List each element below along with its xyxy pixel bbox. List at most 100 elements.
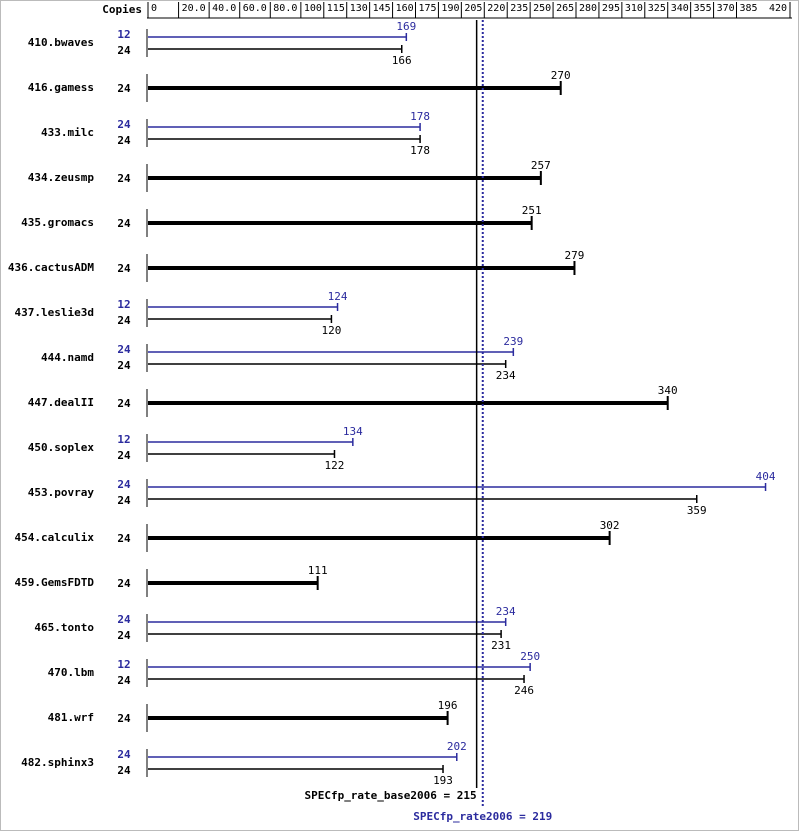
x-tick-label: 130: [350, 3, 368, 14]
copies-label: 24: [117, 674, 131, 687]
benchmark-label: 454.calculix: [15, 531, 95, 544]
value-label: 122: [325, 459, 345, 472]
x-tick-label: 310: [625, 3, 643, 14]
value-label: 166: [392, 54, 412, 67]
value-label: 251: [522, 204, 542, 217]
value-label: 270: [551, 69, 571, 82]
benchmark-label: 450.soplex: [28, 441, 95, 454]
x-tick-label: 220: [487, 3, 505, 14]
x-tick-label: 115: [327, 3, 345, 14]
bar: [148, 716, 448, 720]
copies-label: 24: [117, 712, 131, 725]
value-label: 178: [410, 110, 430, 123]
copies-label: 24: [117, 629, 131, 642]
benchmark-label: 434.zeusmp: [28, 171, 95, 184]
copies-label: 24: [117, 217, 131, 230]
value-label: 359: [687, 504, 707, 517]
value-label: 234: [496, 605, 516, 618]
x-tick-label: 80.0: [273, 3, 297, 14]
x-tick-label: 385: [740, 3, 758, 14]
x-tick-label: 0: [151, 3, 157, 14]
value-label: 202: [447, 740, 467, 753]
copies-label: 24: [117, 82, 131, 95]
value-label: 124: [328, 290, 348, 303]
copies-label: 24: [117, 314, 131, 327]
value-label: 111: [308, 564, 328, 577]
copies-label: 12: [117, 28, 130, 41]
benchmark-label: 444.namd: [41, 351, 94, 364]
value-label: 250: [520, 650, 540, 663]
copies-label: 24: [117, 532, 131, 545]
copies-label: 24: [117, 478, 131, 491]
value-label: 246: [514, 684, 534, 697]
copies-label: 24: [117, 134, 131, 147]
copies-label: 24: [117, 764, 131, 777]
x-tick-label: 40.0: [212, 3, 236, 14]
x-tick-label: 420: [769, 3, 787, 14]
x-tick-label: 325: [648, 3, 666, 14]
value-label: 340: [658, 384, 678, 397]
x-tick-label: 20.0: [182, 3, 206, 14]
benchmark-label: 437.leslie3d: [15, 306, 94, 319]
x-tick-label: 60.0: [243, 3, 267, 14]
copies-label: 24: [117, 449, 131, 462]
bar: [148, 581, 318, 585]
copies-label: 24: [117, 397, 131, 410]
benchmark-label: 481.wrf: [48, 711, 94, 724]
benchmark-label: 465.tonto: [34, 621, 94, 634]
x-tick-label: 235: [510, 3, 528, 14]
value-label: 302: [600, 519, 620, 532]
x-tick-label: 145: [373, 3, 391, 14]
copies-label: 24: [117, 262, 131, 275]
x-tick-label: 355: [694, 3, 712, 14]
x-tick-label: 100: [304, 3, 322, 14]
benchmark-label: 436.cactusADM: [8, 261, 94, 274]
x-tick-label: 370: [717, 3, 735, 14]
bar: [148, 401, 668, 405]
copies-label: 12: [117, 433, 130, 446]
copies-label: 24: [117, 172, 131, 185]
x-tick-label: 205: [464, 3, 482, 14]
value-label: 239: [503, 335, 523, 348]
value-label: 120: [321, 324, 341, 337]
value-label: 234: [496, 369, 516, 382]
benchmark-label: 410.bwaves: [28, 36, 94, 49]
value-label: 169: [396, 20, 416, 33]
bar: [148, 221, 532, 225]
benchmark-label: 482.sphinx3: [21, 756, 94, 769]
copies-label: 24: [117, 748, 131, 761]
copies-label: 24: [117, 343, 131, 356]
benchmark-label: 447.dealII: [28, 396, 94, 409]
copies-header: Copies: [102, 3, 142, 16]
copies-label: 12: [117, 298, 130, 311]
value-label: 279: [565, 249, 585, 262]
benchmark-label: 459.GemsFDTD: [15, 576, 95, 589]
benchmark-label: 433.milc: [41, 126, 94, 139]
bar: [148, 176, 541, 180]
reference-label: SPECfp_rate2006 = 219: [413, 810, 552, 823]
copies-label: 24: [117, 44, 131, 57]
benchmark-label: 435.gromacs: [21, 216, 94, 229]
benchmark-label: 453.povray: [28, 486, 95, 499]
x-tick-label: 265: [556, 3, 574, 14]
copies-label: 24: [117, 118, 131, 131]
bar: [148, 86, 561, 90]
benchmark-label: 470.lbm: [48, 666, 95, 679]
reference-label: SPECfp_rate_base2006 = 215: [304, 789, 476, 802]
copies-label: 24: [117, 359, 131, 372]
bar: [148, 536, 610, 540]
value-label: 404: [756, 470, 776, 483]
value-label: 257: [531, 159, 551, 172]
x-tick-label: 295: [602, 3, 620, 14]
x-tick-label: 250: [533, 3, 551, 14]
value-label: 178: [410, 144, 430, 157]
x-tick-label: 280: [579, 3, 597, 14]
benchmark-label: 416.gamess: [28, 81, 94, 94]
value-label: 193: [433, 774, 453, 787]
copies-label: 24: [117, 494, 131, 507]
x-tick-label: 190: [441, 3, 459, 14]
value-label: 134: [343, 425, 363, 438]
value-label: 196: [438, 699, 458, 712]
copies-label: 24: [117, 613, 131, 626]
